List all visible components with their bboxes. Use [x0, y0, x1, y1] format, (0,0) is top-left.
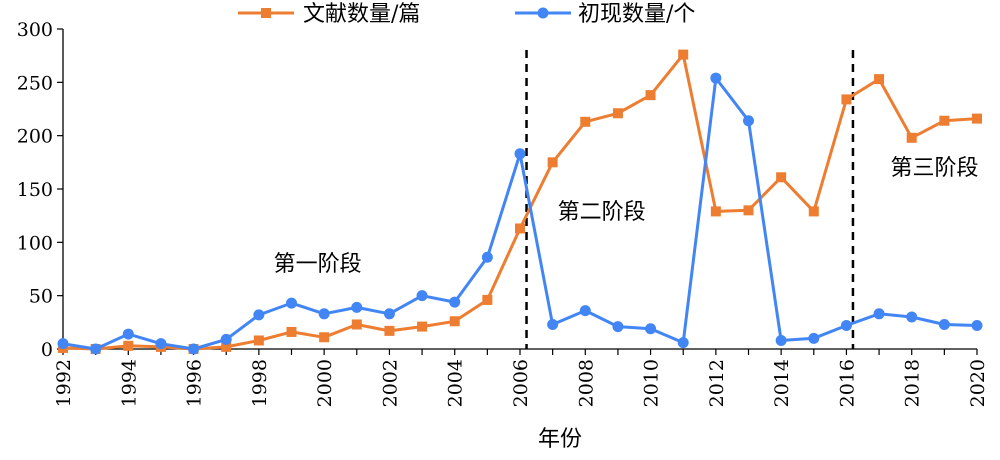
data-point-emergence [547, 318, 559, 330]
x-tick-label: 1996 [184, 359, 206, 407]
data-point-emergence [579, 305, 591, 317]
x-tick-label: 2008 [575, 359, 597, 407]
legend-label: 文献数量/篇 [303, 2, 420, 27]
data-point-emergence [808, 332, 820, 344]
y-tick-label: 300 [17, 19, 53, 41]
data-point-literature [841, 94, 852, 105]
data-point-literature [417, 321, 428, 332]
y-tick-label: 250 [17, 72, 53, 94]
data-point-literature [286, 326, 297, 337]
data-point-emergence [514, 148, 526, 160]
data-point-literature [710, 206, 721, 217]
data-point-literature [874, 74, 885, 85]
stage-label: 第二阶段 [558, 200, 646, 225]
data-point-emergence [57, 338, 69, 350]
stage-label: 第三阶段 [891, 156, 979, 181]
data-point-literature [515, 223, 525, 234]
data-point-literature [645, 90, 656, 101]
x-tick-label: 2004 [445, 359, 467, 407]
data-point-literature [612, 108, 623, 119]
data-point-literature [743, 205, 754, 216]
data-point-literature [547, 157, 558, 168]
data-point-literature [972, 113, 982, 124]
x-axis-title: 年份 [538, 427, 582, 452]
data-point-emergence [645, 323, 657, 335]
data-point-literature [221, 341, 232, 352]
x-tick-label: 2016 [836, 359, 858, 407]
data-point-emergence [318, 308, 330, 320]
data-point-emergence [90, 343, 102, 355]
y-tick-label: 50 [29, 286, 53, 308]
data-point-emergence [449, 296, 461, 308]
data-point-emergence [873, 308, 885, 320]
x-tick-label: 2000 [314, 359, 336, 407]
data-point-emergence [775, 334, 787, 346]
data-point-emergence [612, 321, 624, 333]
data-point-emergence [840, 320, 852, 332]
data-point-emergence [253, 309, 265, 321]
legend-label: 初现数量/个 [578, 2, 695, 27]
y-tick-label: 200 [17, 126, 53, 148]
data-point-emergence [938, 318, 950, 330]
data-point-literature [319, 332, 330, 343]
data-point-emergence [906, 311, 918, 323]
x-tick-label: 2006 [510, 359, 532, 407]
data-point-literature [939, 115, 950, 126]
data-point-literature [123, 340, 134, 351]
data-point-emergence [416, 290, 428, 302]
data-point-literature [808, 206, 819, 217]
x-tick-label: 2012 [706, 359, 728, 407]
data-point-literature [351, 319, 362, 330]
data-point-literature [384, 325, 395, 336]
data-point-emergence [743, 115, 754, 127]
x-tick-label: 1994 [118, 359, 140, 407]
y-tick-label: 0 [41, 339, 53, 361]
x-tick-label: 2014 [771, 359, 793, 407]
data-point-emergence [351, 301, 363, 313]
data-point-emergence [286, 297, 297, 309]
y-tick-label: 150 [17, 179, 53, 201]
stage-label: 第一阶段 [274, 252, 362, 277]
data-point-literature [678, 49, 689, 60]
data-point-literature [580, 116, 591, 127]
x-tick-label: 2002 [379, 359, 401, 407]
data-point-emergence [481, 251, 493, 263]
x-tick-label: 1998 [249, 359, 271, 407]
data-point-emergence [677, 337, 689, 349]
data-point-emergence [122, 328, 134, 340]
x-tick-label: 2020 [967, 359, 989, 407]
legend-marker [537, 7, 549, 19]
x-tick-label: 1992 [53, 359, 75, 407]
data-point-literature [776, 172, 787, 183]
data-point-literature [253, 335, 264, 346]
series-line-1 [62, 53, 978, 351]
legend-marker [261, 8, 271, 18]
y-tick-label: 100 [17, 232, 53, 254]
data-point-literature [482, 294, 493, 305]
x-tick-label: 2018 [902, 359, 924, 407]
x-tick-label: 2010 [641, 359, 663, 407]
data-point-emergence [971, 320, 983, 332]
data-point-emergence [710, 72, 722, 84]
data-point-emergence [383, 308, 395, 320]
data-point-literature [906, 132, 917, 143]
data-point-literature [449, 316, 460, 327]
data-point-emergence [155, 338, 167, 350]
data-point-emergence [188, 343, 200, 355]
data-point-emergence [220, 333, 232, 345]
